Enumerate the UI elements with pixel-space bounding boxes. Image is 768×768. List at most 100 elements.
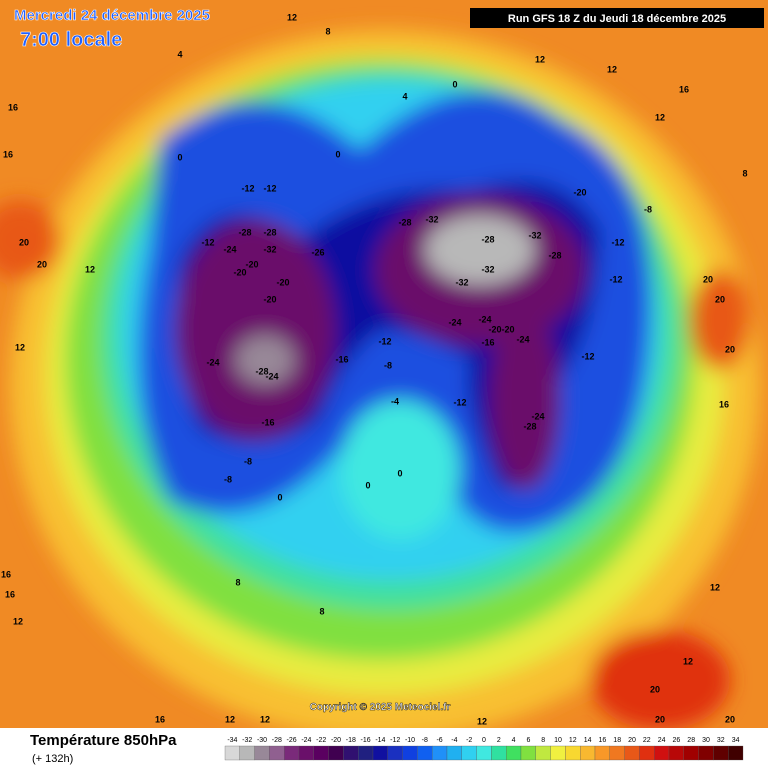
scale-swatch (624, 745, 640, 761)
scale-swatch (358, 745, 374, 761)
scale-swatch (343, 745, 359, 761)
contour-label: -16 (335, 354, 348, 364)
contour-label: 8 (742, 168, 747, 178)
scale-label: 32 (717, 737, 725, 744)
local-time: 7:00 locale (20, 29, 122, 51)
contour-label: -28 (523, 421, 536, 431)
contour-label: 20 (725, 344, 735, 354)
scale-label: 20 (628, 737, 636, 744)
scale-label: 30 (702, 737, 710, 744)
contour-label: -12 (378, 336, 391, 346)
contour-label: 20 (725, 714, 735, 724)
run-info: Run GFS 18 Z du Jeudi 18 décembre 2025 (508, 13, 726, 25)
scale-swatch (639, 745, 655, 761)
scale-swatch (550, 745, 566, 761)
scale-label: 22 (643, 737, 651, 744)
contour-label: 12 (535, 54, 545, 64)
contour-label: -20 (488, 324, 501, 334)
contour-label: 12 (607, 64, 617, 74)
contour-label: 16 (679, 84, 689, 94)
scale-swatch (476, 745, 492, 761)
contour-label: -28 (548, 250, 561, 260)
contour-label: -28 (238, 227, 251, 237)
scale-swatch (565, 745, 581, 761)
scale-label: -16 (361, 737, 371, 744)
contour-label: 20 (650, 684, 660, 694)
scale-swatch (594, 745, 610, 761)
contour-label: 16 (719, 399, 729, 409)
scale-swatch (683, 745, 699, 761)
scale-swatch (713, 745, 729, 761)
contour-label: 0 (397, 468, 402, 478)
contour-label: -8 (244, 456, 252, 466)
scale-label: 6 (526, 737, 530, 744)
contour-label: -16 (261, 417, 274, 427)
contour-label: 12 (225, 714, 235, 724)
scale-label: -10 (405, 737, 415, 744)
scale-swatch (668, 745, 684, 761)
scale-label: 12 (569, 737, 577, 744)
scale-swatch (506, 745, 522, 761)
scale-label: -24 (301, 737, 311, 744)
scale-swatch (609, 745, 625, 761)
contour-labels: -12 -12-28 -28-12-24 -32-20-20-20-20-26-24-… (1, 12, 748, 726)
scale-swatch (372, 745, 388, 761)
scale-label: 16 (599, 737, 607, 744)
scale-swatch (654, 745, 670, 761)
scale-label: -8 (422, 737, 428, 744)
contour-label: 0 (365, 480, 370, 490)
contour-label: 20 (715, 294, 725, 304)
scale-swatch (239, 745, 255, 761)
contour-label: 12 (15, 342, 25, 352)
contour-label: 12 (287, 12, 297, 22)
scale-swatch (402, 745, 418, 761)
scale-swatch (269, 745, 285, 761)
contour-label: -28 (398, 217, 411, 227)
scale-label: -32 (242, 737, 252, 744)
scale-label: -14 (375, 737, 385, 744)
contour-label: 4 (402, 91, 407, 101)
contour-label: 12 (13, 616, 23, 626)
lead-time: (+ 132h) (32, 753, 73, 765)
contour-label: -12 (241, 183, 254, 193)
scale-label: -20 (331, 737, 341, 744)
contour-label: 0 (335, 149, 340, 159)
scale-label: -6 (436, 737, 442, 744)
contour-label: 12 (683, 656, 693, 666)
contour-label: -12 (263, 183, 276, 193)
contour-label: 20 (19, 237, 29, 247)
contour-label: -24 (531, 411, 544, 421)
contour-label: -12 (201, 237, 214, 247)
contour-label: -20 (276, 277, 289, 287)
contour-label: -12 (581, 351, 594, 361)
scale-swatch (417, 745, 433, 761)
contour-label: -24 (478, 314, 491, 324)
scale-swatch (254, 745, 270, 761)
scale-label: -22 (316, 737, 326, 744)
contour-label: -20 (573, 187, 586, 197)
scale-label: 4 (512, 737, 516, 744)
scale-swatch (520, 745, 536, 761)
variable-title: Température 850hPa (30, 732, 177, 749)
contour-label: 16 (1, 569, 11, 579)
scale-label: -12 (390, 737, 400, 744)
contour-label: -24 (206, 357, 219, 367)
contour-label: -32 (425, 214, 438, 224)
scale-swatch (284, 745, 300, 761)
contour-label: -8 (224, 474, 232, 484)
contour-label: 12 (477, 716, 487, 726)
contour-label: 20 (37, 259, 47, 269)
contour-label: -32 (455, 277, 468, 287)
scale-swatch (224, 745, 240, 761)
scale-swatch (491, 745, 507, 761)
contour-label: 4 (177, 49, 182, 59)
contour-label: -12 (611, 237, 624, 247)
scale-label: -4 (451, 737, 457, 744)
scale-label: 18 (613, 737, 621, 744)
scale-label: -28 (272, 737, 282, 744)
contour-label: 16 (5, 589, 15, 599)
scale-label: 26 (673, 737, 681, 744)
contour-label: -16 (481, 337, 494, 347)
scale-swatch (698, 745, 714, 761)
